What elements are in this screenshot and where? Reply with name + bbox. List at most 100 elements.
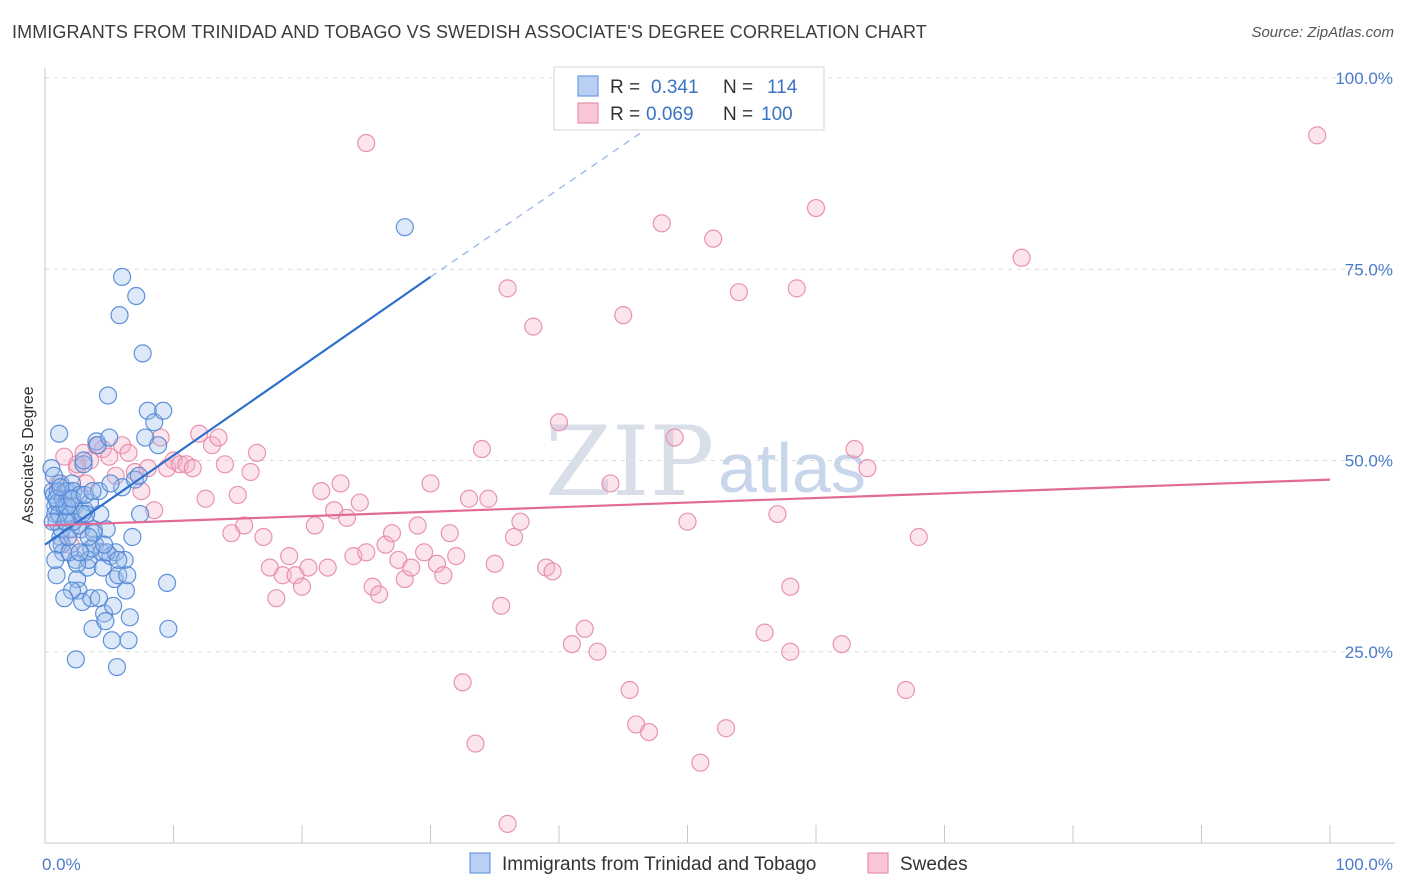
trinidad-point xyxy=(157,573,177,593)
swedes-point xyxy=(395,569,414,589)
swedes-point xyxy=(614,306,633,325)
trinidad-point xyxy=(68,554,87,573)
swedes-point xyxy=(575,619,594,638)
swedes-point xyxy=(434,566,453,585)
stats-legend: R = 0.341 N = 114 R = 0.069 N = 100 xyxy=(553,66,825,131)
trinidad-point xyxy=(110,306,129,325)
swedes-point xyxy=(299,558,318,577)
swedes-point xyxy=(459,489,479,508)
swedes-point xyxy=(119,443,138,462)
trinidad-point xyxy=(138,401,157,420)
trinidad-point xyxy=(79,527,98,547)
swedes-point xyxy=(427,554,447,573)
swedes-point xyxy=(755,623,774,642)
bottom-legend-label-1: Immigrants from Trinidad and Tobago xyxy=(502,854,816,875)
swedes-point xyxy=(781,642,800,661)
swedes-point xyxy=(254,527,273,547)
legend-r-label-2: R = xyxy=(610,104,640,125)
trinidad-point xyxy=(59,527,78,547)
trinidad-point xyxy=(66,650,85,669)
trinidad-point xyxy=(148,436,168,455)
swedes-point xyxy=(145,501,164,520)
trinidad-point xyxy=(56,512,75,531)
trinidad-point xyxy=(116,581,136,600)
swedes-point xyxy=(228,485,247,505)
trinidad-points xyxy=(42,218,414,677)
swedes-point xyxy=(781,577,800,596)
swedes-point xyxy=(511,512,530,531)
x-tick-label-min: 0.0% xyxy=(42,855,81,874)
trinidad-point xyxy=(50,424,69,443)
swedes-point xyxy=(466,734,485,753)
trinidad-point xyxy=(104,596,123,615)
swedes-point xyxy=(543,562,562,581)
y-tick-label: 100.0% xyxy=(1335,69,1393,88)
swedes-point xyxy=(845,439,864,459)
watermark-atlas: atlas xyxy=(718,429,866,507)
swedes-point xyxy=(588,642,607,661)
swedes-point xyxy=(704,229,723,248)
swedes-point xyxy=(414,543,434,562)
trinidad-point xyxy=(115,550,134,570)
swedes-point xyxy=(357,133,376,153)
swedes-point xyxy=(562,634,581,654)
trinidad-point xyxy=(47,566,66,585)
series-legend: Immigrants from Trinidad and Tobago Swed… xyxy=(469,852,968,875)
trinidad-point xyxy=(112,267,132,286)
swedes-point xyxy=(453,673,472,692)
swedes-point xyxy=(909,527,928,547)
swedes-point xyxy=(492,596,511,615)
trinidad-point xyxy=(62,581,82,600)
trinidad-point xyxy=(130,504,150,524)
swedes-point xyxy=(472,439,491,459)
swedes-point xyxy=(350,493,369,512)
swedes-point xyxy=(331,474,350,493)
swedes-point xyxy=(549,413,569,432)
trinidad-point xyxy=(101,474,120,493)
swedes-point xyxy=(768,504,787,524)
swedes-point xyxy=(215,455,234,474)
trinidad-point xyxy=(68,569,87,589)
swedes-point xyxy=(305,516,324,535)
swedes-point xyxy=(665,428,684,447)
trinidad-point xyxy=(95,535,114,554)
legend-r-label-1: R = xyxy=(610,77,640,98)
legend-swatch-blue xyxy=(577,75,599,97)
swedes-point xyxy=(280,547,299,566)
swedes-point xyxy=(479,489,498,508)
legend-r-value-2: 0.069 xyxy=(646,104,694,125)
swedes-point xyxy=(312,482,331,501)
trinidad-point xyxy=(98,386,118,405)
trinidad-point xyxy=(78,558,97,577)
swedes-point xyxy=(100,447,119,466)
legend-swatch-pink xyxy=(577,102,599,124)
swedes-point xyxy=(1012,248,1031,267)
swedes-point xyxy=(678,512,697,531)
trinidad-point xyxy=(133,344,152,363)
swedes-point xyxy=(729,283,749,302)
swedes-point xyxy=(1308,126,1327,145)
trinidad-point xyxy=(83,482,102,501)
swedes-point xyxy=(337,508,357,527)
swedes-point xyxy=(370,585,389,604)
swedes-point xyxy=(639,722,659,742)
swedes-point xyxy=(691,753,710,772)
swedes-point xyxy=(498,279,517,298)
trinidad-point xyxy=(154,401,173,420)
swedes-point xyxy=(447,547,466,566)
trinidad-point xyxy=(55,589,74,608)
trinidad-point xyxy=(74,451,93,470)
bottom-legend-swatch-blue xyxy=(469,852,491,874)
y-tick-labels: 25.0% 50.0% 75.0% 100.0% xyxy=(1335,69,1393,662)
trinidad-point xyxy=(74,455,93,474)
swedes-point xyxy=(601,474,620,493)
swedes-point xyxy=(504,527,524,547)
swedes-point xyxy=(357,543,376,562)
swedes-point xyxy=(485,554,504,573)
swedes-point xyxy=(267,589,286,608)
trinidad-point xyxy=(89,589,109,608)
swedes-point xyxy=(524,317,543,336)
trinidad-point xyxy=(100,428,119,447)
swedes-point xyxy=(896,680,916,700)
axes xyxy=(44,68,1395,844)
